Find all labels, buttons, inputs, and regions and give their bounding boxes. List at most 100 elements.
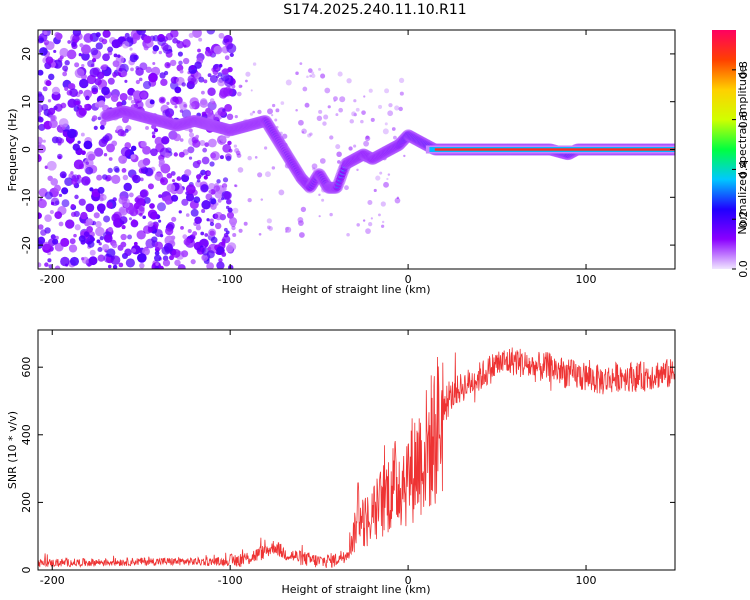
noise-blob	[54, 211, 63, 219]
noise-blob	[318, 215, 321, 218]
noise-blob	[214, 211, 223, 221]
noise-blob	[224, 55, 230, 61]
noise-blob	[204, 233, 209, 237]
noise-blob	[154, 265, 160, 269]
noise-blob	[103, 233, 113, 243]
noise-blob	[78, 89, 84, 95]
noise-blob	[155, 262, 159, 266]
noise-blob	[166, 183, 176, 193]
noise-blob	[335, 144, 341, 150]
noise-blob	[78, 198, 86, 206]
noise-blob	[275, 108, 280, 113]
noise-blob	[140, 140, 147, 148]
noise-blob	[38, 37, 44, 44]
noise-blob	[70, 171, 74, 175]
noise-blob	[111, 39, 121, 49]
snr-series-line	[38, 347, 675, 569]
noise-blob	[380, 201, 386, 207]
noise-blob	[42, 139, 46, 143]
noise-blob	[384, 122, 388, 126]
noise-blob	[119, 216, 128, 225]
snr-y-tick-label: 0	[20, 567, 33, 574]
noise-blob	[38, 212, 42, 219]
noise-blob	[375, 175, 381, 181]
noise-blob	[252, 62, 257, 66]
noise-blob	[267, 225, 271, 230]
noise-blob	[213, 185, 221, 192]
noise-blob	[38, 116, 44, 123]
noise-blob	[69, 238, 76, 245]
noise-blob	[67, 128, 77, 139]
snr-panel: -200 -100 0 100 0 200 400 600 Height of straig…	[6, 329, 676, 596]
noise-blob	[225, 205, 230, 210]
noise-blob	[58, 118, 69, 128]
noise-blob	[356, 168, 359, 172]
noise-blob	[237, 167, 244, 173]
noise-blob	[142, 215, 146, 220]
noise-blob	[399, 91, 404, 96]
spectrogram-y-axis: -20 -10 0 10 20	[20, 47, 675, 254]
noise-blob	[322, 121, 327, 126]
noise-blob	[209, 189, 216, 195]
noise-blob	[192, 139, 201, 148]
noise-blob	[124, 32, 130, 38]
noise-blob	[387, 110, 394, 117]
colorbar-tick-label: 0.0	[737, 260, 750, 278]
noise-blob	[206, 262, 214, 269]
noise-blob	[214, 222, 222, 230]
noise-blob	[264, 171, 271, 178]
noise-blob	[118, 195, 128, 205]
noise-blob	[311, 163, 318, 170]
noise-blob	[333, 96, 338, 102]
noise-blob	[55, 235, 59, 240]
noise-blob	[71, 41, 77, 48]
noise-blob	[184, 169, 192, 177]
noise-blob	[164, 61, 171, 69]
noise-blob	[198, 76, 205, 83]
noise-blob	[185, 193, 195, 202]
noise-blob	[83, 231, 90, 238]
noise-blob	[70, 211, 77, 217]
noise-blob	[222, 187, 227, 191]
noise-blob	[178, 60, 183, 66]
noise-blob	[47, 99, 52, 103]
noise-blob	[225, 155, 232, 162]
noise-blob	[40, 229, 47, 236]
noise-blob	[227, 207, 233, 213]
noise-blob	[38, 93, 45, 104]
noise-blob	[210, 151, 220, 161]
noise-blob	[137, 253, 147, 263]
noise-blob	[300, 206, 307, 213]
noise-blob	[64, 86, 69, 91]
noise-blob	[169, 81, 179, 90]
noise-blob	[112, 60, 120, 68]
noise-blob	[103, 215, 111, 223]
noise-blob	[353, 99, 357, 103]
noise-blob	[176, 64, 184, 72]
noise-blob	[46, 160, 57, 171]
noise-blob	[309, 132, 313, 136]
noise-blob	[318, 109, 323, 114]
noise-blob	[170, 171, 176, 176]
noise-blob	[183, 44, 187, 48]
noise-blob	[147, 221, 154, 227]
snr-y-tick-label: 200	[20, 492, 33, 513]
noise-blob	[217, 107, 227, 117]
noise-blob	[180, 225, 184, 230]
noise-blob	[79, 43, 84, 48]
noise-blob	[140, 91, 148, 99]
noise-blob	[127, 234, 133, 240]
snr-frame	[37, 329, 676, 571]
noise-blob	[171, 248, 181, 258]
noise-blob	[136, 30, 146, 36]
snr-y-label: SNR (10 * v/v)	[6, 411, 19, 489]
noise-blob	[142, 80, 152, 90]
noise-blob	[250, 89, 253, 92]
noise-blob	[154, 241, 164, 250]
noise-blob	[44, 214, 52, 223]
noise-blob	[174, 105, 178, 109]
noise-blob	[74, 68, 85, 79]
noise-blob	[95, 32, 101, 38]
noise-blob	[252, 110, 256, 114]
noise-blob	[365, 228, 371, 235]
